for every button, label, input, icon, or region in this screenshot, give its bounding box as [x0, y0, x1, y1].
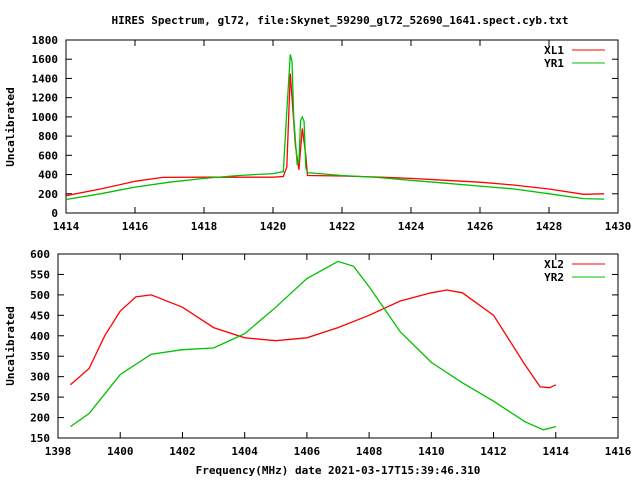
- x-tick-label: 1408: [356, 445, 383, 458]
- x-tick-label: 1406: [294, 445, 321, 458]
- top-ylabel: Uncalibrated: [4, 87, 17, 166]
- chart-title: HIRES Spectrum, gl72, file:Skynet_59290_…: [112, 14, 569, 27]
- y-tick-label: 1600: [32, 53, 59, 66]
- x-tick-label: 1428: [536, 220, 563, 233]
- x-tick-label: 1402: [169, 445, 196, 458]
- legend-label: XL2: [544, 258, 564, 271]
- y-tick-label: 500: [30, 289, 50, 302]
- series-line-yr2: [70, 260, 556, 431]
- y-tick-label: 800: [38, 130, 58, 143]
- y-tick-label: 0: [51, 207, 58, 220]
- y-tick-label: 450: [30, 309, 50, 322]
- x-tick-label: 1404: [231, 445, 258, 458]
- y-tick-label: 350: [30, 350, 50, 363]
- series-line-xl1: [65, 73, 605, 197]
- x-tick-label: 1416: [122, 220, 149, 233]
- y-tick-label: 1400: [32, 72, 59, 85]
- y-tick-label: 550: [30, 268, 50, 281]
- x-tick-label: 1416: [605, 445, 632, 458]
- y-tick-label: 400: [38, 169, 58, 182]
- series-line-yr1: [65, 54, 605, 201]
- x-tick-label: 1400: [107, 445, 134, 458]
- x-tick-label: 1418: [191, 220, 218, 233]
- legend-label: YR1: [544, 57, 564, 70]
- x-tick-label: 1410: [418, 445, 445, 458]
- y-tick-label: 600: [30, 248, 50, 261]
- x-tick-label: 1420: [260, 220, 287, 233]
- y-tick-label: 150: [30, 432, 50, 445]
- y-tick-label: 300: [30, 371, 50, 384]
- bottom-plot: Uncalibrated Frequency(MHz) date 2021-03…: [4, 248, 632, 477]
- x-tick-label: 1414: [543, 445, 570, 458]
- y-tick-label: 200: [38, 188, 58, 201]
- y-tick-label: 1000: [32, 111, 59, 124]
- x-tick-label: 1422: [329, 220, 356, 233]
- x-tick-label: 1398: [45, 445, 72, 458]
- x-tick-label: 1430: [605, 220, 632, 233]
- x-tick-label: 1424: [398, 220, 425, 233]
- y-tick-label: 600: [38, 149, 58, 162]
- y-tick-label: 1800: [32, 34, 59, 47]
- plot-frame: [57, 253, 619, 439]
- x-tick-label: 1412: [480, 445, 507, 458]
- y-tick-label: 400: [30, 330, 50, 343]
- x-tick-label: 1426: [467, 220, 494, 233]
- legend-label: XL1: [544, 44, 564, 57]
- x-tick-label: 1414: [53, 220, 80, 233]
- y-tick-label: 200: [30, 412, 50, 425]
- bottom-xlabel: Frequency(MHz) date 2021-03-17T15:39:46.…: [196, 464, 481, 477]
- y-tick-label: 250: [30, 391, 50, 404]
- bottom-ylabel: Uncalibrated: [4, 306, 17, 385]
- series-line-xl2: [69, 289, 557, 389]
- top-plot: Uncalibrated 1414 1416 1418 1420 1422 1424 142…: [4, 34, 631, 233]
- y-tick-label: 1200: [32, 92, 59, 105]
- legend-label: YR2: [544, 271, 564, 284]
